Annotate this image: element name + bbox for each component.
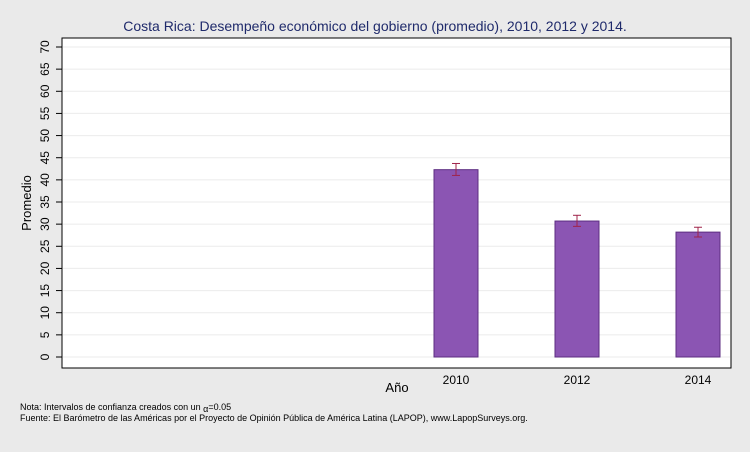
bar-2012 <box>554 220 600 358</box>
error-bar-2012 <box>573 214 581 227</box>
y-axis: 0 5 10 15 20 25 30 35 40 45 50 55 60 65 70 <box>38 40 62 360</box>
bar-2010 <box>433 169 479 358</box>
y-tick-label: 35 <box>38 195 52 209</box>
y-tick-label: 30 <box>38 217 52 231</box>
error-bar-2010 <box>452 162 460 176</box>
chart-title: Costa Rica: Desempeño económico del gobi… <box>123 18 627 34</box>
y-axis-title: Promedio <box>19 175 34 231</box>
note-source: Fuente: El Barómetro de las Américas por… <box>20 413 528 423</box>
bars <box>433 169 721 358</box>
y-tick-label: 50 <box>38 129 52 143</box>
x-tick-label: 2014 <box>685 373 712 387</box>
y-tick-label: 40 <box>38 173 52 187</box>
y-tick-label: 5 <box>38 331 52 338</box>
note-prefix: Nota: Intervalos de confianza creados co… <box>20 402 203 412</box>
error-bars <box>452 162 702 238</box>
y-tick-label: 45 <box>38 151 52 165</box>
x-axis-title: Año <box>385 380 408 395</box>
note-suffix: =0.05 <box>208 402 231 412</box>
y-tick-label: 65 <box>38 62 52 76</box>
y-tick-label: 55 <box>38 106 52 120</box>
note-confidence: Nota: Intervalos de confianza creados co… <box>20 402 231 414</box>
y-tick-label: 0 <box>38 353 52 360</box>
y-tick-label: 25 <box>38 239 52 253</box>
plot-area <box>61 37 732 369</box>
y-tick-label: 70 <box>38 40 52 54</box>
y-tick-label: 15 <box>38 284 52 298</box>
x-axis: 2010 2012 2014 <box>443 373 712 387</box>
bar-2014 <box>675 231 721 358</box>
y-tick-label: 60 <box>38 84 52 98</box>
y-tick-label: 10 <box>38 306 52 320</box>
grid-lines <box>63 46 730 358</box>
error-bar-2014 <box>694 226 702 238</box>
y-tick-label: 20 <box>38 261 52 275</box>
note-alpha: α <box>203 404 208 414</box>
x-tick-label: 2012 <box>564 373 591 387</box>
x-tick-label: 2010 <box>443 373 470 387</box>
